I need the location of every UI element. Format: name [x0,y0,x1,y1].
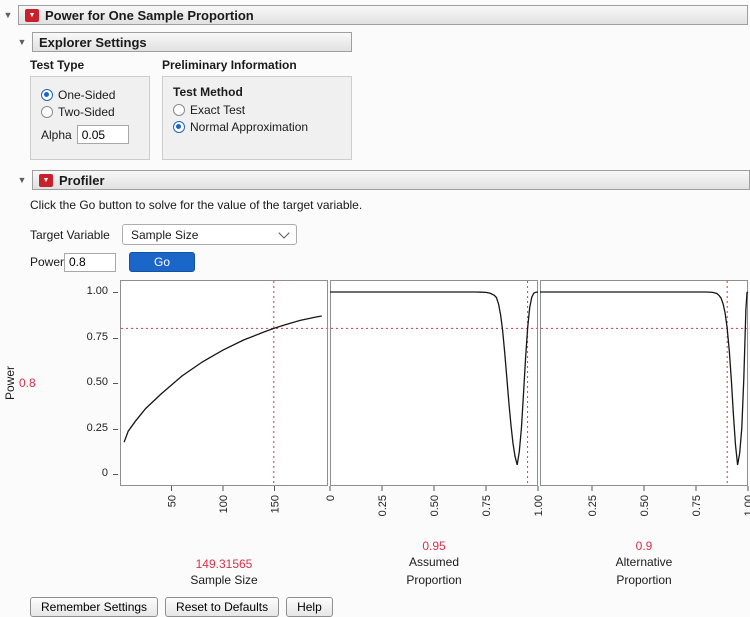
alternative-proportion-axis-title-line1: Alternative [615,555,673,569]
y-tick-label: 1.00 [86,285,108,297]
profiler-red-triangle-menu-icon[interactable]: ▼ [39,173,53,187]
radio-selected-icon [41,89,53,101]
power-explorer-window: ▼ ▼ Power for One Sample Proportion ▼ Ex… [0,5,750,617]
alternative-proportion-footer: 0.9 Alternative Proportion [540,539,748,588]
remember-settings-button[interactable]: Remember Settings [30,597,159,617]
radio-selected-icon [173,121,185,133]
plots-footer: 149.31565 Sample Size 0.95 Assumed Propo… [0,539,750,588]
alpha-row: Alpha [41,125,139,144]
assumed-proportion-axis-title-line2: Proportion [406,572,462,587]
collapse-triangle-profiler-icon[interactable]: ▼ [17,175,27,185]
page-title: Power for One Sample Proportion [45,7,254,23]
y-axis-title: Power [3,365,17,401]
svg-text:0.50: 0.50 [429,495,441,516]
profiler-plots: Power 0.8 1.00 0.75 0.50 0.25 0 50 100 150 0 0.… [0,280,750,539]
radio-one-sided[interactable]: One-Sided [41,88,139,102]
explorer-settings-title: Explorer Settings [39,34,147,50]
svg-text:50: 50 [167,495,179,507]
sample-size-current-value: 149.31565 [195,556,253,571]
svg-text:0.75: 0.75 [481,495,493,516]
explorer-outline-row: ▼ Explorer Settings [16,32,750,52]
chevron-down-icon [278,227,290,239]
red-triangle-menu-icon[interactable]: ▼ [25,8,39,22]
y-tick-mark [113,428,118,430]
y-tick-mark [113,383,118,384]
main-outline-row: ▼ ▼ Power for One Sample Proportion [2,5,748,25]
sample-size-axis-title: Sample Size [190,572,258,587]
help-button[interactable]: Help [286,597,333,617]
preliminary-information-label: Preliminary Information [162,58,297,72]
power-row: Power Go [30,252,750,272]
y-tick-label: 0.50 [86,376,108,388]
radio-normal-approximation-label: Normal Approximation [190,120,309,134]
target-variable-row: Target Variable Sample Size [30,224,750,245]
assumed-proportion-axis-title-line1: Assumed [408,555,460,569]
profiler-title: Profiler [59,172,105,188]
target-variable-dropdown[interactable]: Sample Size [122,224,297,245]
target-variable-value: Sample Size [131,227,199,242]
power-label: Power [30,255,65,269]
radio-exact-test[interactable]: Exact Test [173,103,341,117]
svg-text:100: 100 [218,495,230,513]
reset-to-defaults-button[interactable]: Reset to Defaults [165,597,280,617]
main-title-bar: ▼ Power for One Sample Proportion [18,5,748,25]
collapse-triangle-explorer-icon[interactable]: ▼ [17,37,27,47]
assumed-proportion-current-value: 0.95 [422,539,446,553]
test-type-label: Test Type [30,58,85,72]
profiler-outline-row: ▼ ▼ Profiler [16,170,750,190]
radio-two-sided-label: Two-Sided [58,105,115,119]
test-method-label: Test Method [173,85,243,99]
svg-text:0: 0 [325,495,337,501]
svg-text:0.50: 0.50 [639,495,651,516]
bottom-buttons-row: Remember Settings Reset to Defaults Help [30,597,750,617]
y-tick-label: 0.75 [86,330,108,343]
radio-two-sided[interactable]: Two-Sided [41,105,139,119]
collapse-triangle-main-icon[interactable]: ▼ [3,10,13,20]
test-method-groupbox: Test Method Exact Test Normal Approximat… [162,76,352,160]
explorer-settings-bar: Explorer Settings [32,32,352,52]
y-axis-spacer [0,539,118,588]
alternative-proportion-current-value: 0.9 [635,539,653,553]
explorer-settings-region: Test Type One-Sided Two-Sided Alpha Prel… [30,58,750,160]
profiler-panel-sample-size[interactable]: 50 100 150 [120,280,328,539]
radio-unselected-icon [173,104,185,116]
preliminary-column: Preliminary Information Test Method Exac… [162,58,352,160]
target-variable-label: Target Variable [30,227,110,242]
svg-text:0.25: 0.25 [587,495,599,516]
profiler-bar: ▼ Profiler [32,170,750,190]
y-tick-label: 0.25 [86,421,108,434]
svg-text:0.75: 0.75 [691,495,703,516]
svg-text:1.00: 1.00 [743,495,750,516]
go-button[interactable]: Go [129,252,195,272]
y-tick-mark [113,292,118,293]
y-tick-mark [113,474,118,475]
sample-size-footer: 149.31565 Sample Size [120,539,328,588]
alpha-label: Alpha [41,127,72,142]
profiler-panel-assumed-proportion[interactable]: 0 0.25 0.50 0.75 1.00 [325,280,545,539]
radio-exact-test-label: Exact Test [190,103,246,117]
radio-normal-approximation[interactable]: Normal Approximation [173,120,341,134]
svg-text:150: 150 [270,495,282,513]
test-type-column: Test Type One-Sided Two-Sided Alpha [30,58,150,160]
svg-text:0.25: 0.25 [377,495,389,516]
power-current-value: 0.8 [19,376,36,390]
alternative-proportion-axis-title-line2: Proportion [616,572,672,587]
y-tick-label: 0 [101,467,108,479]
radio-one-sided-label: One-Sided [58,88,116,102]
test-type-groupbox: One-Sided Two-Sided Alpha [30,76,150,160]
y-axis: Power 0.8 1.00 0.75 0.50 0.25 0 [0,280,118,539]
svg-text:1.00: 1.00 [533,495,545,516]
profiler-panel-alternative-proportion[interactable]: 0.25 0.50 0.75 1.00 [540,280,750,539]
profiler-instruction: Click the Go button to solve for the val… [30,198,363,212]
power-input[interactable] [64,252,116,272]
assumed-proportion-footer: 0.95 Assumed Proportion [330,539,538,588]
y-tick-mark [113,337,118,339]
alpha-input[interactable] [76,125,129,144]
radio-unselected-icon [41,106,53,118]
